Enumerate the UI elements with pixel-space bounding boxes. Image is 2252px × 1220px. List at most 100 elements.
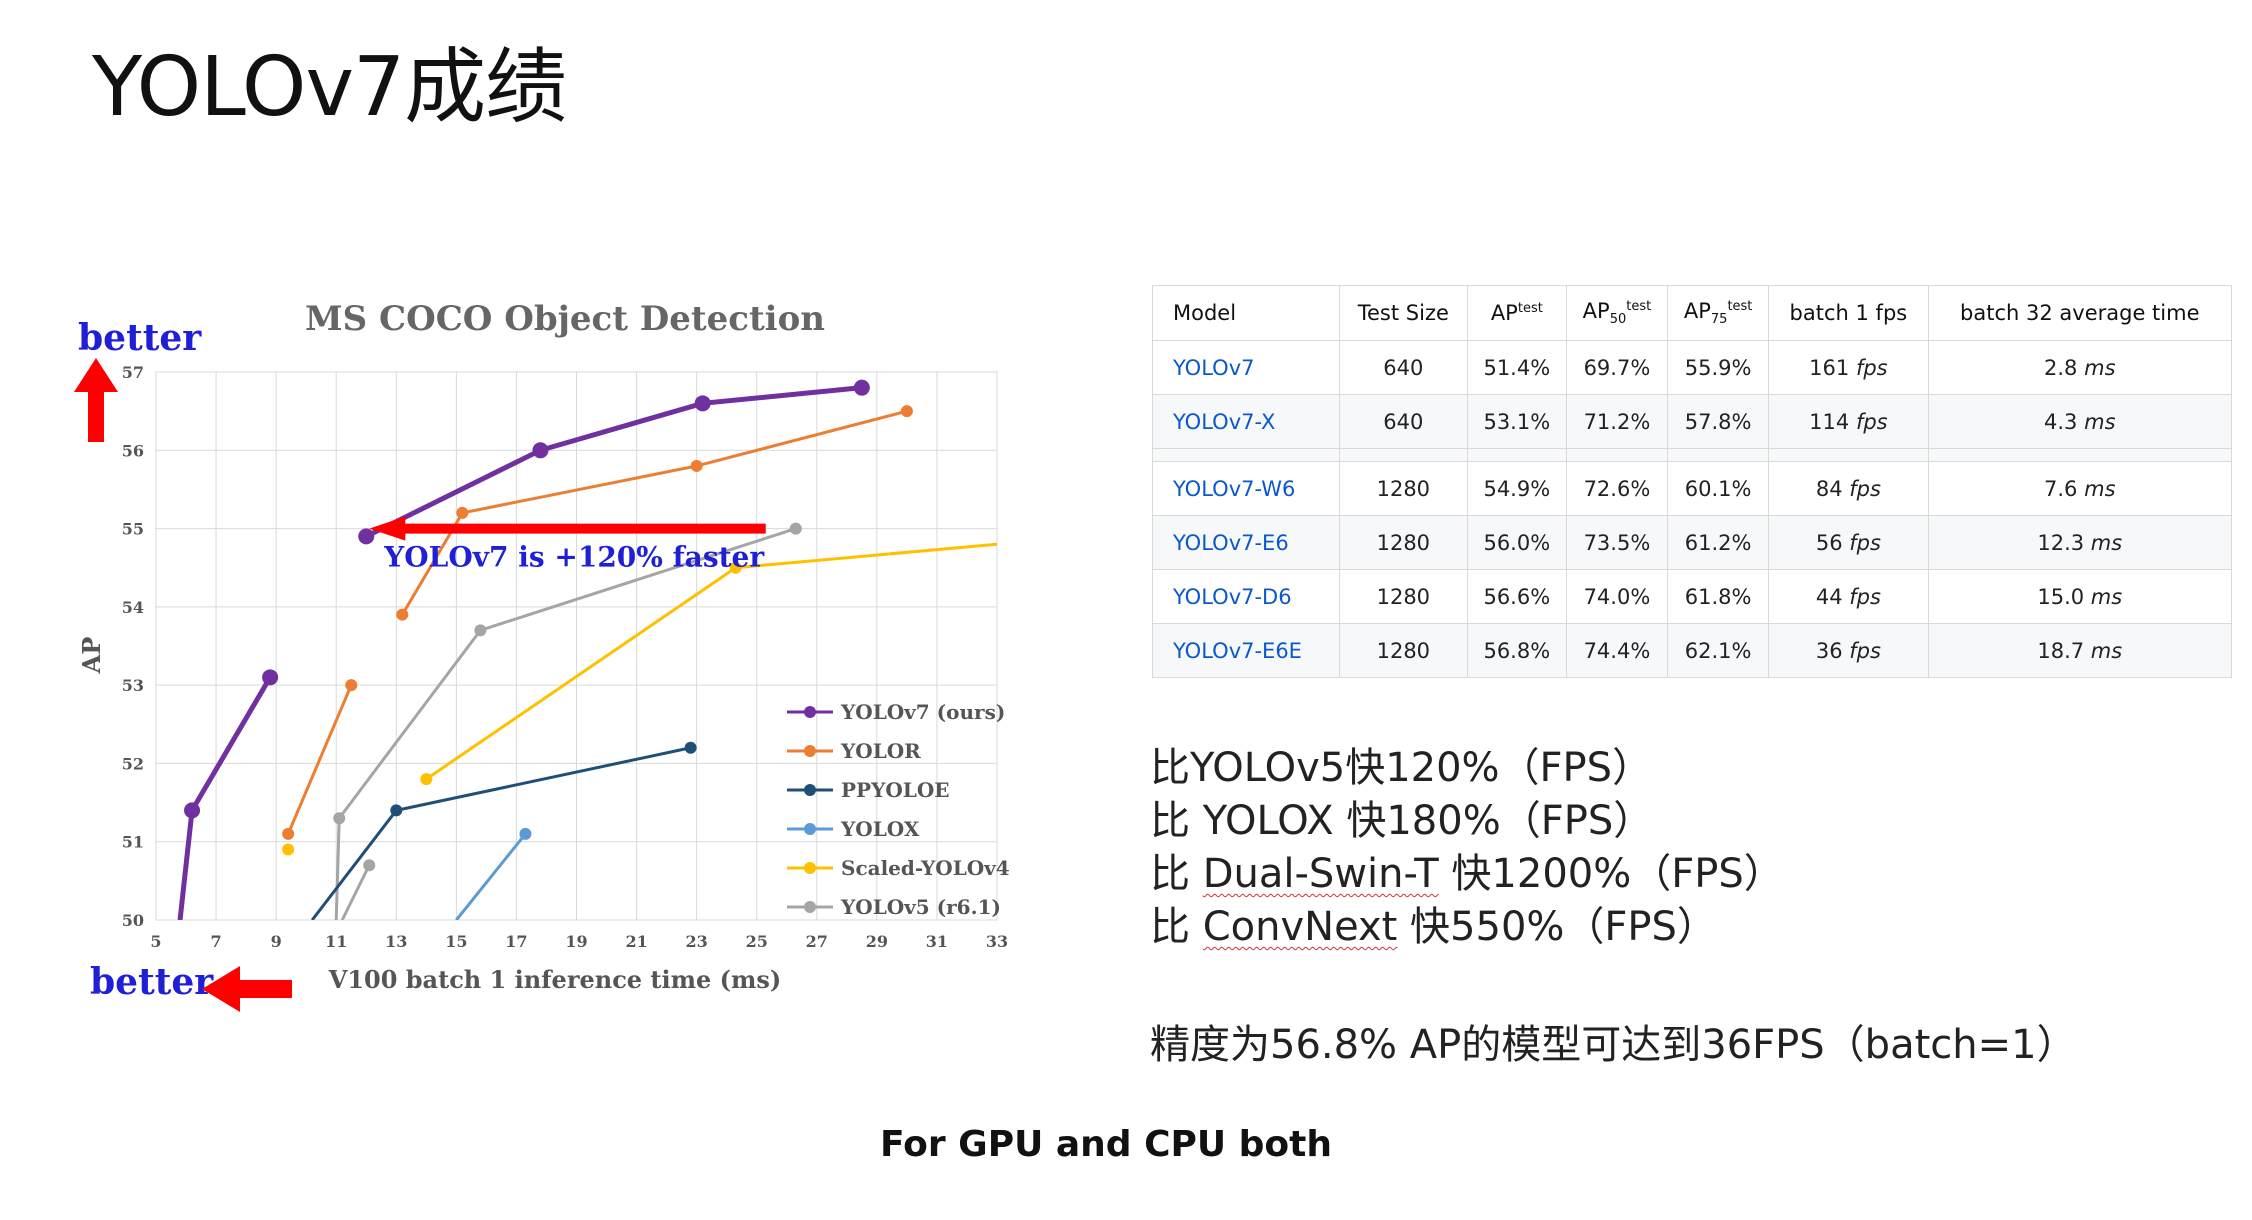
comparison-notes: 比YOLOv5快120%（FPS） 比 YOLOX 快180%（FPS） 比 D…: [1150, 742, 1784, 954]
y-tick-label: 53: [122, 676, 144, 695]
legend-marker: [804, 901, 816, 913]
y-tick-label: 52: [122, 754, 144, 773]
note-yolox: 比 YOLOX 快180%（FPS）: [1150, 798, 1654, 844]
ap-cell: 56.6%: [1466, 569, 1567, 624]
data-point: [474, 624, 487, 637]
fps-cell: 114 fps: [1768, 394, 1929, 449]
header-ap: APtest: [1466, 285, 1567, 341]
table-header-row: Model Test Size APtest AP50test AP75test…: [1152, 285, 2233, 341]
table-row: YOLOv7-E6E 1280 56.8% 74.4% 62.1% 36 fps 18.7 …: [1152, 623, 2233, 678]
test-size-cell: 1280: [1338, 515, 1468, 570]
series-group: [177, 379, 997, 920]
note-convnext: 比 ConvNext 快550%（FPS）: [1150, 904, 1717, 950]
series-line: [401, 409, 908, 616]
ap75-cell: 57.8%: [1667, 394, 1770, 449]
y-tick-label: 50: [122, 911, 144, 930]
model-cell[interactable]: YOLOv7-X: [1152, 394, 1340, 449]
model-cell[interactable]: YOLOv7-E6: [1152, 515, 1340, 570]
slide-title: YOLOv7成绩: [92, 40, 567, 135]
y-axis-label: AP: [77, 637, 106, 675]
ap-cell: 54.9%: [1466, 461, 1567, 516]
x-tick-label: 31: [926, 932, 948, 951]
data-point: [262, 669, 279, 686]
x-tick-label: 29: [866, 932, 888, 951]
header-batch32: batch 32 average time: [1927, 285, 2233, 341]
better-up-arrow-shaft: [88, 390, 104, 442]
header-ap50: AP50test: [1565, 285, 1669, 341]
ap75-cell: 60.1%: [1667, 461, 1770, 516]
test-size-cell: 640: [1338, 394, 1468, 449]
better-left-arrow-head: [202, 966, 240, 1012]
data-point: [184, 802, 201, 819]
data-point: [519, 827, 532, 840]
y-tick-label: 55: [122, 520, 144, 539]
legend-marker: [804, 862, 816, 874]
ap75-cell: 62.1%: [1667, 623, 1770, 678]
table-row: YOLOv7-D6 1280 56.6% 74.0% 61.8% 44 fps 15.0 m…: [1152, 569, 2233, 624]
x-tick-label: 17: [505, 932, 527, 951]
x-tick-label: 25: [746, 932, 768, 951]
ap50-cell: 74.4%: [1565, 623, 1669, 678]
table-row: YOLOv7-W6 1280 54.9% 72.6% 60.1% 84 fps 7.6 ms: [1152, 461, 2233, 516]
batch32-cell: 2.8 ms: [1927, 340, 2233, 395]
ap-cell: 51.4%: [1466, 340, 1567, 395]
model-cell[interactable]: YOLOv7: [1152, 340, 1340, 395]
legend-marker: [804, 823, 816, 835]
data-point: [396, 608, 409, 621]
test-size-cell: 1280: [1338, 461, 1468, 516]
x-axis-label: V100 batch 1 inference time (ms): [328, 965, 782, 994]
fps-cell: 84 fps: [1768, 461, 1929, 516]
x-tick-label: 7: [211, 932, 222, 951]
ap-cell: 53.1%: [1466, 394, 1567, 449]
x-tick-label: 13: [385, 932, 407, 951]
table-row: YOLOv7-E6 1280 56.0% 73.5% 61.2% 56 fps 12.3 m…: [1152, 515, 2233, 570]
legend-marker: [804, 784, 816, 796]
legend-label: YOLOv7 (ours): [840, 700, 1005, 724]
x-tick-label: 27: [806, 932, 828, 951]
ap-cell: 56.0%: [1466, 515, 1567, 570]
legend-label: YOLOX: [840, 817, 920, 841]
batch32-cell: 7.6 ms: [1927, 461, 2233, 516]
data-point: [282, 843, 295, 856]
data-point: [789, 522, 802, 535]
series-line: [286, 684, 353, 835]
data-point: [684, 741, 697, 754]
header-ap75: AP75test: [1667, 285, 1770, 341]
data-point: [390, 804, 403, 817]
test-size-cell: 1280: [1338, 569, 1468, 624]
legend-label: Scaled-YOLOv4: [841, 856, 1010, 880]
header-test-size: Test Size: [1338, 285, 1468, 341]
better-label-top: better: [78, 317, 202, 359]
model-cell[interactable]: YOLOv7-E6E: [1152, 623, 1340, 678]
data-point: [694, 395, 711, 412]
y-tick-label: 57: [122, 363, 144, 382]
model-cell[interactable]: YOLOv7-W6: [1152, 461, 1340, 516]
faster-annotation: YOLOv7 is +120% faster: [383, 541, 765, 574]
chart-title: MS COCO Object Detection: [305, 299, 825, 339]
better-label-bottom: better: [90, 961, 214, 1003]
model-cell[interactable]: YOLOv7-D6: [1152, 569, 1340, 624]
data-point: [456, 506, 469, 519]
data-point: [363, 859, 376, 872]
y-tick-label: 54: [122, 598, 144, 617]
legend-label: YOLOR: [840, 739, 921, 763]
data-point: [358, 528, 375, 545]
y-tick-label: 56: [122, 441, 144, 460]
ap50-cell: 69.7%: [1565, 340, 1669, 395]
data-point: [729, 561, 742, 574]
x-tick-label: 23: [686, 932, 708, 951]
x-tick-label: 5: [150, 932, 161, 951]
ap50-cell: 74.0%: [1565, 569, 1669, 624]
table-gap-row: [1152, 448, 2233, 462]
ap75-cell: 61.8%: [1667, 569, 1770, 624]
legend-marker: [804, 706, 816, 718]
batch32-cell: 18.7 ms: [1927, 623, 2233, 678]
data-point: [420, 773, 433, 786]
header-model: Model: [1152, 285, 1340, 341]
series-line: [340, 864, 371, 920]
x-tick-label: 21: [625, 932, 647, 951]
batch32-cell: 12.3 ms: [1927, 515, 2233, 570]
better-left-arrow-shaft: [240, 980, 292, 998]
series-line: [334, 527, 797, 920]
series-line: [455, 832, 527, 920]
